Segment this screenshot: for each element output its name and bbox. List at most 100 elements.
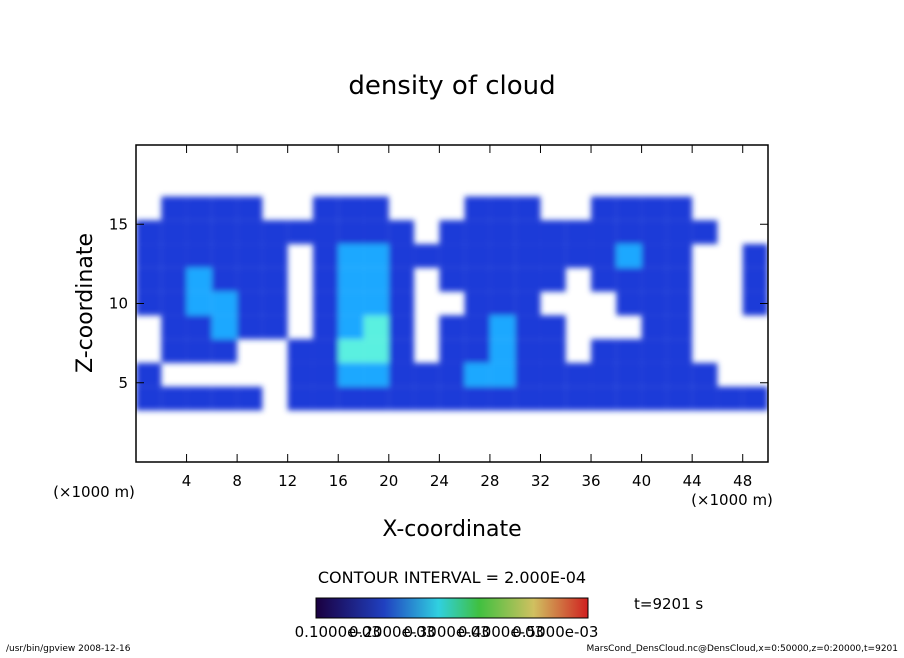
x-tick-label: 40 [632, 472, 651, 490]
density-cell [338, 244, 364, 268]
density-cell [186, 315, 212, 340]
density-cell [515, 362, 541, 387]
density-cell [338, 291, 364, 316]
density-cell [439, 220, 465, 245]
footer-left: /usr/bin/gpview 2008-12-16 [6, 644, 131, 654]
density-cell [591, 386, 617, 411]
density-cell [742, 244, 768, 268]
density-cell [616, 339, 642, 363]
colorbar-label: 0.3000e-03 [403, 623, 489, 641]
density-cell [136, 244, 162, 268]
density-cell [186, 339, 212, 363]
density-cell [312, 244, 339, 268]
density-cell [666, 315, 693, 340]
density-cell [692, 220, 718, 245]
density-cell [211, 220, 238, 245]
density-cell [414, 362, 440, 387]
density-cell [540, 362, 566, 387]
density-cell [464, 386, 490, 411]
density-cell [211, 291, 238, 316]
density-cell [211, 315, 238, 340]
field [136, 196, 768, 411]
density-cell [363, 339, 389, 363]
density-cell [616, 362, 642, 387]
x-tick-label: 36 [581, 472, 600, 490]
x-tick-label: 32 [531, 472, 550, 490]
x-tick-label: 20 [379, 472, 398, 490]
density-cell [641, 362, 667, 387]
density-cell [363, 386, 389, 411]
density-cell [616, 196, 642, 221]
density-cell [312, 315, 339, 340]
density-cell [692, 362, 718, 387]
density-cell [515, 386, 541, 411]
density-cell [363, 220, 389, 245]
density-cell [666, 220, 693, 245]
x-tick-label: 48 [733, 472, 752, 490]
density-cell [641, 339, 667, 363]
x-tick-label: 28 [480, 472, 499, 490]
density-cell [464, 220, 490, 245]
density-cell [515, 196, 541, 221]
chart-title: density of cloud [348, 71, 555, 101]
density-cell [161, 196, 187, 221]
density-cell [489, 220, 516, 245]
density-cell [388, 291, 415, 316]
colorbar-label: 0.5000e-03 [512, 623, 598, 641]
density-cell [565, 244, 592, 268]
density-cell [363, 362, 389, 387]
density-cell [312, 196, 339, 221]
density-cell [414, 244, 440, 268]
density-cell [666, 339, 693, 363]
density-cell [641, 244, 667, 268]
density-cell [439, 315, 465, 340]
density-cell [287, 386, 313, 411]
density-cell [666, 267, 693, 292]
density-cell [363, 291, 389, 316]
density-cell [666, 362, 693, 387]
y-unit: (×1000 m) [53, 483, 135, 501]
x-label: X-coordinate [382, 517, 521, 542]
density-cell [742, 291, 768, 316]
density-cell [489, 339, 516, 363]
density-cell [211, 244, 238, 268]
x-tick-label: 8 [232, 472, 242, 490]
density-cell [591, 220, 617, 245]
density-cell [540, 315, 566, 340]
density-cell [439, 386, 465, 411]
density-cell [692, 386, 718, 411]
density-cell [237, 244, 263, 268]
density-cell [616, 267, 642, 292]
density-cell [540, 386, 566, 411]
density-cell [136, 220, 162, 245]
density-cell [338, 315, 364, 340]
density-cell [388, 267, 415, 292]
density-cell [262, 220, 288, 245]
density-cell [211, 267, 238, 292]
x-tick-label: 12 [278, 472, 297, 490]
x-tick-label: 16 [329, 472, 348, 490]
density-cell [287, 220, 313, 245]
density-cell [186, 291, 212, 316]
colorbar-label: 0.2000e-03 [349, 623, 435, 641]
density-cell [616, 386, 642, 411]
density-cell [616, 244, 642, 268]
density-cell [388, 362, 415, 387]
density-cell [591, 244, 617, 268]
density-cell [136, 386, 162, 411]
density-cell [363, 196, 389, 221]
colorbar-label: 0.1000e-03 [295, 623, 381, 641]
density-cell [641, 291, 667, 316]
density-cell [464, 196, 490, 221]
colorbar [315, 597, 589, 619]
density-cell [439, 362, 465, 387]
y-tick-label: 15 [109, 215, 128, 233]
density-cell [211, 386, 238, 411]
density-cell [489, 362, 516, 387]
density-cell [237, 315, 263, 340]
density-cell [489, 315, 516, 340]
density-cell [161, 386, 187, 411]
density-cell [363, 244, 389, 268]
density-cell [237, 220, 263, 245]
